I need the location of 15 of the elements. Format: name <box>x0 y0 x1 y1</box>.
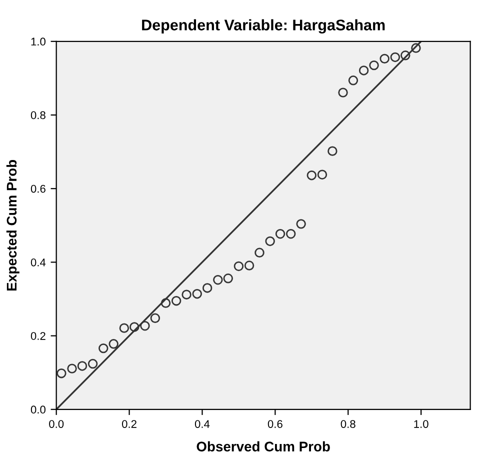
y-tick-label: 0.6 <box>30 184 46 193</box>
chart-title: Dependent Variable: HargaSaham <box>142 19 385 34</box>
x-tick-label: 0.2 <box>122 420 136 428</box>
x-tick-label: 0.0 <box>49 420 64 428</box>
y-tick-label: 0.8 <box>30 111 46 120</box>
x-axis-title: Observed Cum Prob <box>196 441 330 452</box>
y-axis-title: Expected Cum Prob <box>6 160 20 290</box>
x-tick-label: 1.0 <box>414 420 428 428</box>
y-tick-label: 0.2 <box>30 332 46 340</box>
y-tick-label: 0.0 <box>30 406 46 414</box>
x-tick-label: 0.6 <box>268 420 282 428</box>
x-tick-label: 0.4 <box>194 420 210 428</box>
y-tick-label: 0.4 <box>30 258 46 266</box>
y-tick-label: 1.0 <box>31 38 46 46</box>
x-tick-label: 0.8 <box>340 420 356 428</box>
